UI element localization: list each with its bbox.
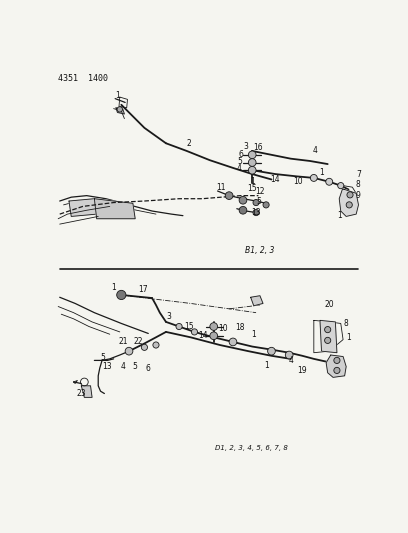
Circle shape [263,202,269,208]
Text: 14: 14 [271,175,280,184]
Circle shape [210,332,217,340]
Text: 7: 7 [356,169,361,179]
Text: 1: 1 [346,333,351,342]
Circle shape [248,159,256,166]
Circle shape [325,337,331,343]
Circle shape [334,367,340,374]
Polygon shape [69,199,97,216]
Text: 3: 3 [166,312,171,321]
Text: 14: 14 [198,332,208,340]
Text: 1: 1 [264,360,268,369]
Circle shape [326,179,333,185]
Text: 1: 1 [250,177,255,186]
Text: 4: 4 [313,147,318,156]
Circle shape [125,348,133,355]
Text: 5: 5 [237,157,242,166]
Circle shape [253,199,259,206]
Circle shape [117,107,122,112]
Text: D1, 2, 3, 4, 5, 6, 7, 8: D1, 2, 3, 4, 5, 6, 7, 8 [215,445,288,451]
Text: 15: 15 [184,322,194,331]
Text: 5: 5 [256,197,261,206]
Circle shape [253,209,259,216]
Text: 21: 21 [118,337,128,346]
Circle shape [310,174,317,181]
Polygon shape [251,296,263,306]
Text: 20: 20 [324,301,334,310]
Text: 4: 4 [237,164,242,173]
Text: 4: 4 [288,356,293,365]
Circle shape [229,338,237,346]
Circle shape [191,329,197,335]
Polygon shape [116,108,124,114]
Circle shape [239,206,247,214]
Text: 1: 1 [319,168,324,177]
Circle shape [347,192,353,198]
Text: 5: 5 [100,353,105,362]
Text: 1: 1 [115,91,120,100]
Circle shape [338,182,344,189]
Polygon shape [339,189,359,216]
Text: 1: 1 [337,211,341,220]
Circle shape [117,290,126,300]
Text: 23: 23 [76,389,86,398]
Text: 16: 16 [253,143,263,151]
Text: 5: 5 [133,362,137,371]
Text: 4: 4 [120,362,125,371]
Circle shape [153,342,159,348]
Text: 15: 15 [247,184,257,193]
Text: 8: 8 [355,180,360,189]
Text: 10: 10 [218,324,228,333]
Text: 8: 8 [344,319,348,328]
Text: 11: 11 [217,183,226,192]
Text: 6: 6 [238,150,243,158]
Circle shape [239,196,247,204]
Circle shape [225,192,233,199]
Polygon shape [94,199,135,219]
Text: 13: 13 [251,208,261,217]
Text: 19: 19 [297,366,307,375]
Text: 17: 17 [138,285,148,294]
Text: 22: 22 [133,337,143,346]
Text: 1: 1 [111,283,116,292]
Circle shape [248,151,256,159]
Circle shape [141,344,148,350]
Text: 9: 9 [355,191,360,200]
Text: 12: 12 [255,187,265,196]
Text: 6: 6 [146,365,151,374]
Circle shape [334,357,340,364]
Polygon shape [320,320,337,353]
Polygon shape [81,386,92,398]
Circle shape [210,322,217,330]
Text: 10: 10 [294,176,303,185]
Text: B1, 2, 3: B1, 2, 3 [245,246,275,255]
Text: 4351  1400: 4351 1400 [58,74,108,83]
Text: 1: 1 [251,330,256,339]
Text: 2: 2 [187,139,191,148]
Circle shape [285,351,293,359]
Circle shape [346,202,353,208]
Text: 18: 18 [235,323,245,332]
Text: 13: 13 [103,362,112,371]
Circle shape [325,327,331,333]
Circle shape [176,324,182,329]
Polygon shape [326,355,346,377]
Circle shape [268,348,275,355]
Text: 3: 3 [244,142,248,151]
Circle shape [248,166,256,174]
